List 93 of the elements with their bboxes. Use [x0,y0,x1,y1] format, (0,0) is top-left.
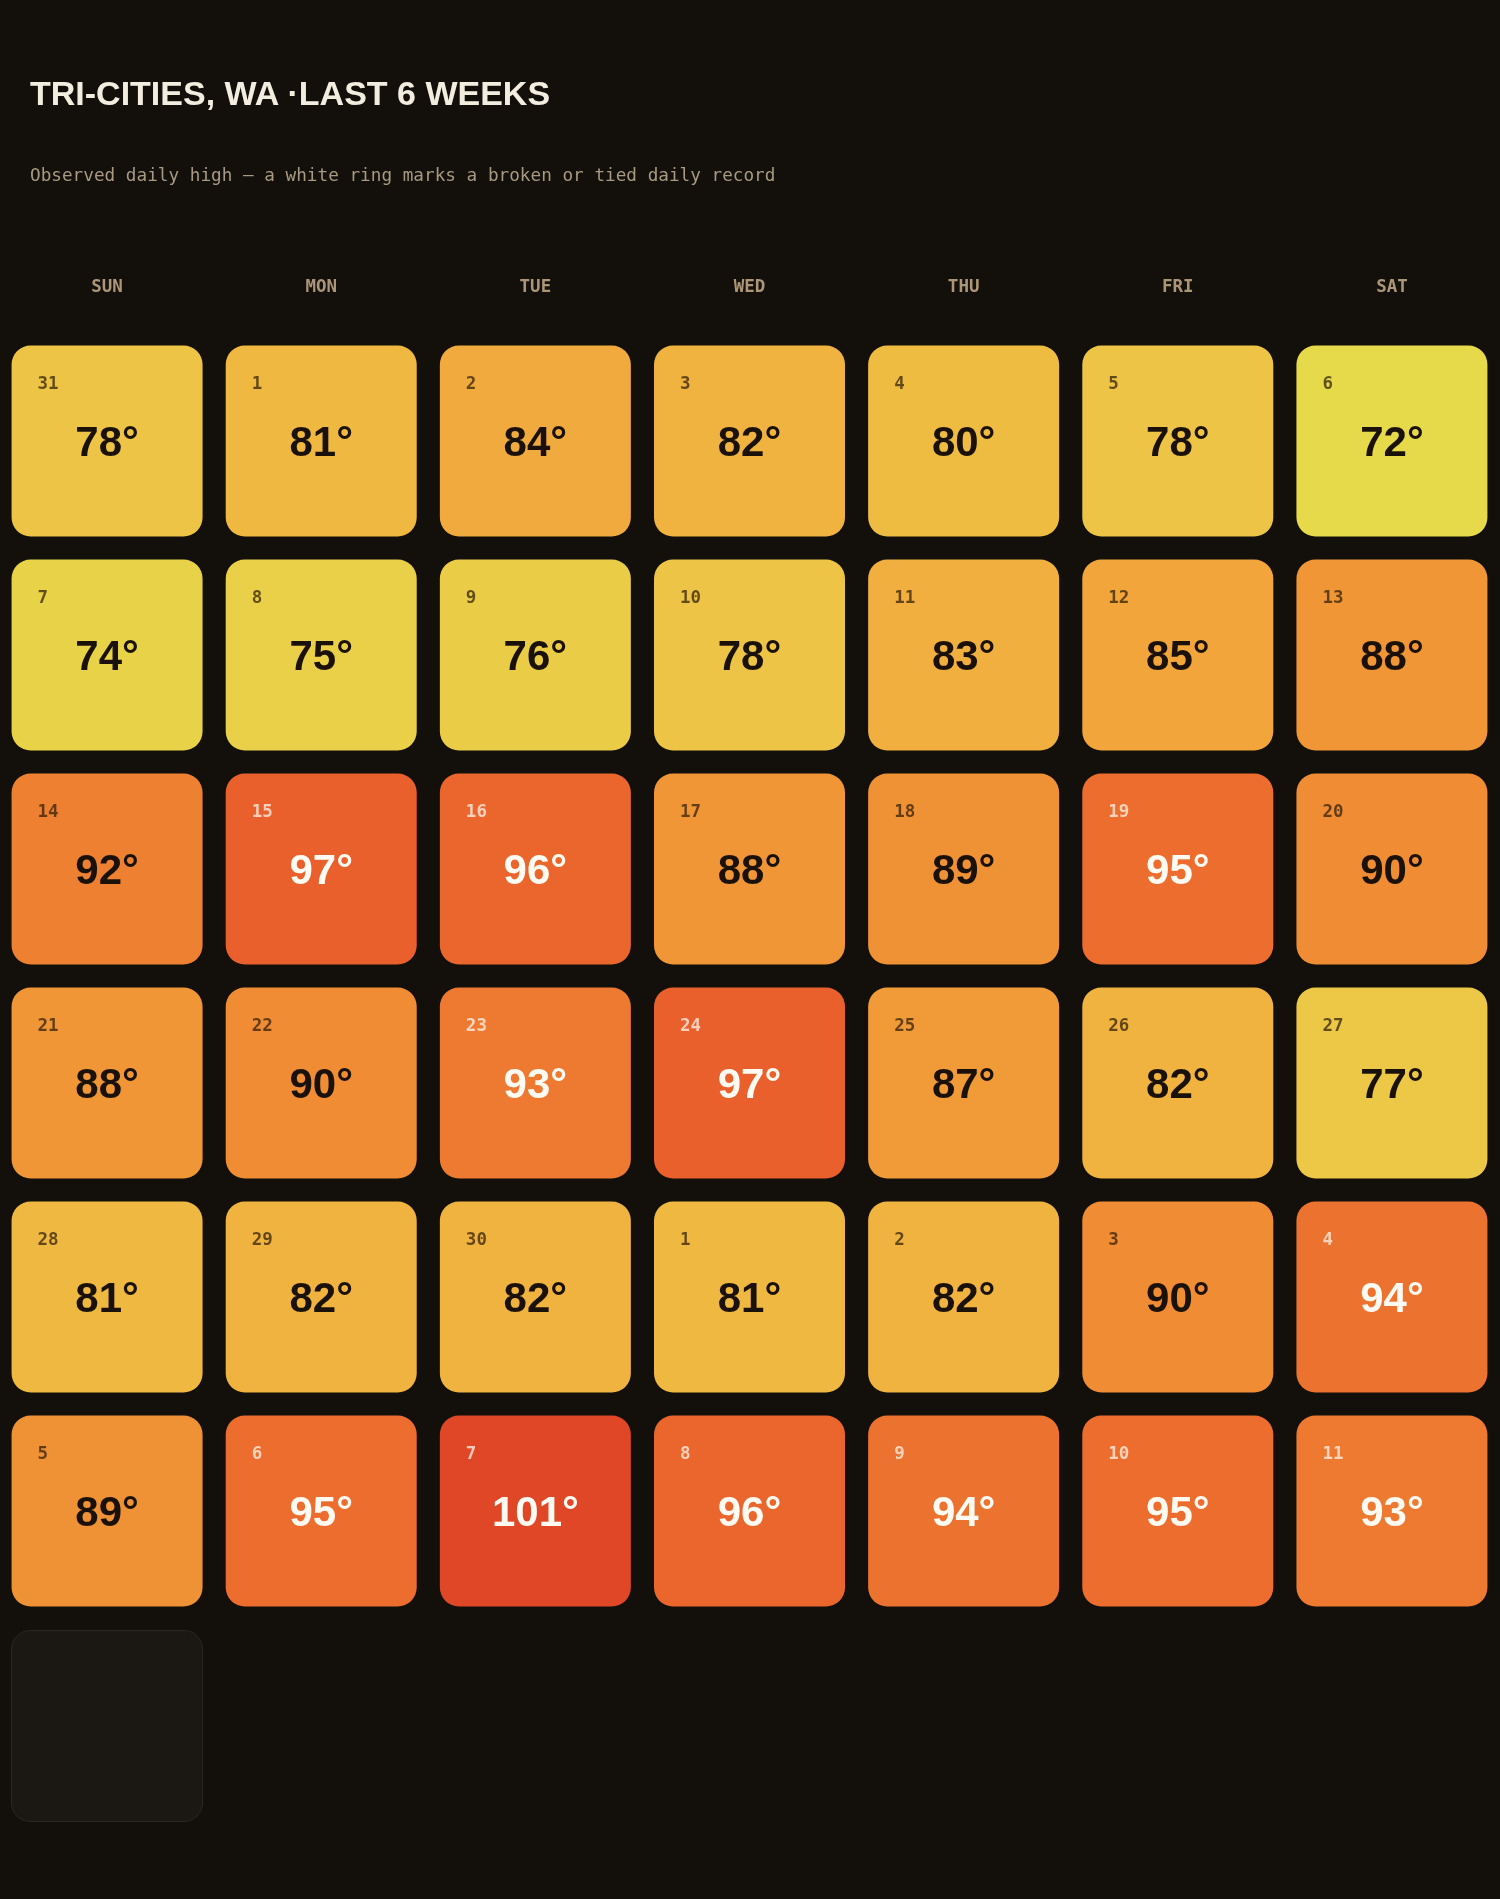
data-label: 95° [1146,846,1210,893]
annotation: 9 [894,1442,905,1463]
annotation: 6 [1322,372,1333,393]
annotation: 22 [251,1014,273,1035]
data-label: 80° [931,418,996,465]
data-label: 75° [289,632,353,679]
annotation: 7 [37,586,49,607]
chart-title: TRI-CITIES, WA ·LAST 6 WEEKS [30,74,551,112]
data-label: 92° [75,846,139,893]
annotation: 13 [1322,586,1344,607]
data-label: 74° [75,632,139,679]
data-label: 82° [1146,1060,1210,1107]
annotation: 5 [1108,372,1119,393]
data-label: 82° [717,418,782,465]
annotation: 11 [894,586,916,607]
data-label: 88° [75,1060,139,1107]
data-label: 81° [289,418,353,465]
annotation: 4 [894,372,905,393]
data-label: 82° [503,1274,568,1321]
data-label: 90° [289,1060,353,1107]
annotation: 10 [1108,1442,1130,1463]
data-label: 96° [503,846,568,893]
annotation: 25 [894,1014,916,1035]
data-label: 78° [717,632,782,679]
x-tick-label: FRI [1161,276,1194,297]
annotation: 26 [1108,1014,1130,1035]
annotation: 16 [465,800,487,821]
data-label: 78° [75,418,139,465]
data-label: 88° [717,846,782,893]
annotation: 8 [251,586,263,607]
annotation: 6 [251,1442,263,1463]
annotation: 3 [1108,1228,1119,1249]
data-label: 90° [1146,1274,1210,1321]
annotation: 8 [680,1442,691,1463]
annotation: 18 [894,800,916,821]
annotation: 11 [1322,1442,1344,1463]
annotation: 10 [680,586,702,607]
data-label: 97° [717,1060,782,1107]
annotation: 27 [1322,1014,1344,1035]
annotation: 7 [465,1442,477,1463]
annotation: 31 [37,372,59,393]
data-label: 89° [75,1488,139,1535]
annotation: 2 [465,372,477,393]
annotation: 9 [465,586,477,607]
annotation: 28 [37,1228,59,1249]
annotation: 19 [1108,800,1130,821]
data-label: 85° [1146,632,1210,679]
data-label: 84° [503,418,568,465]
x-tick-label: SAT [1376,276,1408,297]
data-label: 81° [75,1274,139,1321]
annotation: 24 [680,1014,702,1035]
x-tick-label: TUE [519,276,552,297]
annotation: 3 [680,372,691,393]
annotation: 1 [251,372,263,393]
data-label: 82° [289,1274,353,1321]
x-tick-label: WED [733,276,766,297]
data-label: 94° [931,1488,996,1535]
data-label: 93° [503,1060,568,1107]
data-label: 83° [931,632,996,679]
annotation: 21 [37,1014,59,1035]
annotation: 23 [465,1014,487,1035]
data-label: 96° [717,1488,782,1535]
data-label: 94° [1360,1274,1424,1321]
x-tick-label: MON [305,276,338,297]
data-label: 81° [717,1274,782,1321]
data-label: 76° [503,632,568,679]
data-label: 90° [1360,846,1424,893]
annotation: 15 [251,800,273,821]
data-label: 88° [1360,632,1424,679]
annotation: 5 [37,1442,49,1463]
data-label: 87° [931,1060,996,1107]
annotation: 1 [680,1228,691,1249]
data-label: 89° [931,846,996,893]
data-label: 95° [289,1488,353,1535]
annotation: 20 [1322,800,1344,821]
annotation: 2 [894,1228,905,1249]
annotation: 29 [251,1228,273,1249]
data-label: 93° [1360,1488,1424,1535]
annotation: 12 [1108,586,1130,607]
data-label: 77° [1360,1060,1424,1107]
annotation: 14 [37,800,59,821]
data-label: 78° [1146,418,1210,465]
annotation: 4 [1322,1228,1333,1249]
data-label: 97° [289,846,353,893]
annotation: 30 [465,1228,487,1249]
data-label: 95° [1146,1488,1210,1535]
data-label: 72° [1360,418,1424,465]
x-tick-label: THU [947,276,980,297]
data-label: 82° [931,1274,996,1321]
x-tick-label: SUN [91,276,123,297]
data-label: 101° [491,1488,579,1535]
chart-subtitle: Observed daily high — a white ring marks a broken or tied daily record [30,165,776,185]
annotation: 17 [680,800,702,821]
